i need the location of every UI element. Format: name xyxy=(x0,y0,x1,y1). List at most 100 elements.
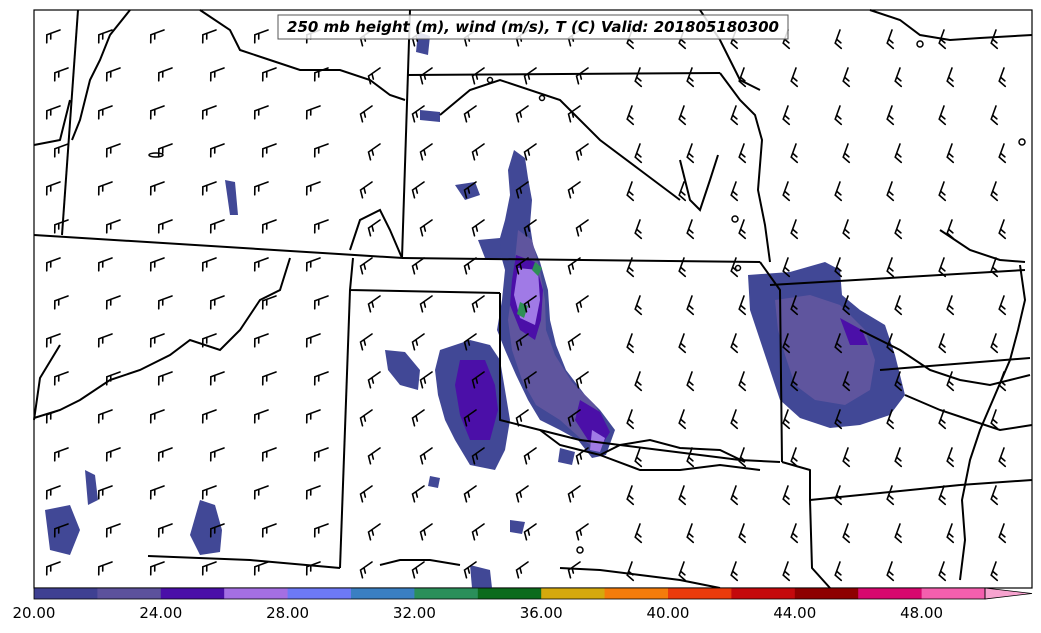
wind-barb xyxy=(575,295,589,313)
wind-barb xyxy=(515,257,529,275)
wind-barb xyxy=(53,295,69,310)
wind-barb xyxy=(782,485,791,506)
wind-barb xyxy=(201,181,217,196)
wind-barb xyxy=(367,523,381,541)
wind-barb xyxy=(157,371,173,386)
wind-barb xyxy=(305,181,321,196)
wind-barb xyxy=(834,561,843,582)
wind-barb xyxy=(97,257,113,272)
wind-barb xyxy=(201,561,217,576)
wind-barb xyxy=(894,447,903,468)
wind-barb xyxy=(523,447,537,465)
shaded-area xyxy=(517,262,542,318)
wind-barb xyxy=(998,447,1007,468)
wind-barb xyxy=(411,409,425,427)
wind-barb xyxy=(305,485,321,500)
wind-barb xyxy=(515,409,529,427)
wind-barb xyxy=(97,105,113,120)
wind-barb xyxy=(209,371,225,386)
wind-barb xyxy=(97,561,113,576)
colorbar-swatch xyxy=(34,588,98,599)
wind-barb xyxy=(523,67,537,85)
wind-barb xyxy=(209,447,225,462)
wind-barb xyxy=(894,371,903,392)
wind-barb xyxy=(990,485,999,506)
wind-barb xyxy=(738,219,747,240)
wind-barb xyxy=(886,333,895,354)
wind-barb xyxy=(515,333,529,351)
wind-barb xyxy=(463,105,477,123)
wind-barb xyxy=(209,523,225,538)
wind-barb xyxy=(419,447,433,465)
colorbar-extend-arrow xyxy=(984,587,1033,600)
wind-barb xyxy=(105,67,121,82)
wind-barb xyxy=(998,143,1007,164)
wind-barb xyxy=(253,333,269,348)
wind-barb xyxy=(738,143,747,164)
wind-barb xyxy=(105,523,121,538)
wind-barb xyxy=(730,561,739,582)
wind-barb xyxy=(253,485,269,500)
colorbar-swatch xyxy=(794,588,859,599)
colorbar-tick-label: 40.00 xyxy=(647,604,690,622)
wind-barb xyxy=(886,29,895,50)
shaded-area xyxy=(455,182,502,260)
wind-barb xyxy=(990,561,999,582)
wind-barb xyxy=(313,523,329,538)
wind-barb xyxy=(686,295,695,316)
wind-barb xyxy=(359,333,373,351)
wind-barb xyxy=(411,333,425,351)
colorbar-swatch xyxy=(351,588,415,599)
wind-barb xyxy=(359,105,373,123)
colorbar-swatch xyxy=(541,588,606,599)
wind-barb xyxy=(946,447,955,468)
wind-barb xyxy=(411,561,425,579)
wind-barb xyxy=(834,485,843,506)
wind-barb xyxy=(45,29,61,44)
wind-barb xyxy=(998,371,1007,392)
wind-barb xyxy=(149,105,165,120)
wind-barbs xyxy=(45,29,1007,582)
wind-barb xyxy=(886,181,895,202)
wind-barb xyxy=(313,295,329,310)
wind-barb xyxy=(938,181,947,202)
wind-barb xyxy=(367,143,381,161)
colorbar-tick-label: 24.00 xyxy=(139,604,182,622)
wind-barb xyxy=(45,409,61,424)
wind-barb xyxy=(790,67,799,88)
wind-barb xyxy=(842,295,851,316)
wind-barb xyxy=(834,29,843,50)
wind-barb xyxy=(567,561,581,579)
colorbar-swatch xyxy=(731,588,796,599)
wind-barb xyxy=(886,485,895,506)
wind-barb xyxy=(686,523,695,544)
wind-barb xyxy=(842,447,851,468)
wind-barb xyxy=(834,181,843,202)
wind-barb xyxy=(523,523,537,541)
wind-barb xyxy=(201,105,217,120)
wind-barb xyxy=(842,143,851,164)
wind-barb xyxy=(575,143,589,161)
wind-barb xyxy=(471,447,485,465)
wind-barb xyxy=(678,257,687,278)
wind-barb xyxy=(313,447,329,462)
wind-barb xyxy=(998,67,1007,88)
wind-barb xyxy=(157,523,173,538)
wind-barb xyxy=(938,333,947,354)
wind-barb xyxy=(149,333,165,348)
wind-barb xyxy=(471,67,485,85)
wind-barb xyxy=(515,485,529,503)
wind-barb xyxy=(105,219,121,234)
wind-barb xyxy=(471,295,485,313)
wind-barb xyxy=(626,333,635,354)
wind-barb xyxy=(419,523,433,541)
wind-barb xyxy=(626,561,635,582)
wind-barb xyxy=(261,67,277,82)
wind-barb xyxy=(842,371,851,392)
wind-barb xyxy=(411,485,425,503)
lakes xyxy=(148,40,1026,554)
wind-barb xyxy=(938,257,947,278)
wind-barb xyxy=(515,561,529,579)
wind-barb xyxy=(201,257,217,272)
wind-barb xyxy=(419,67,433,85)
